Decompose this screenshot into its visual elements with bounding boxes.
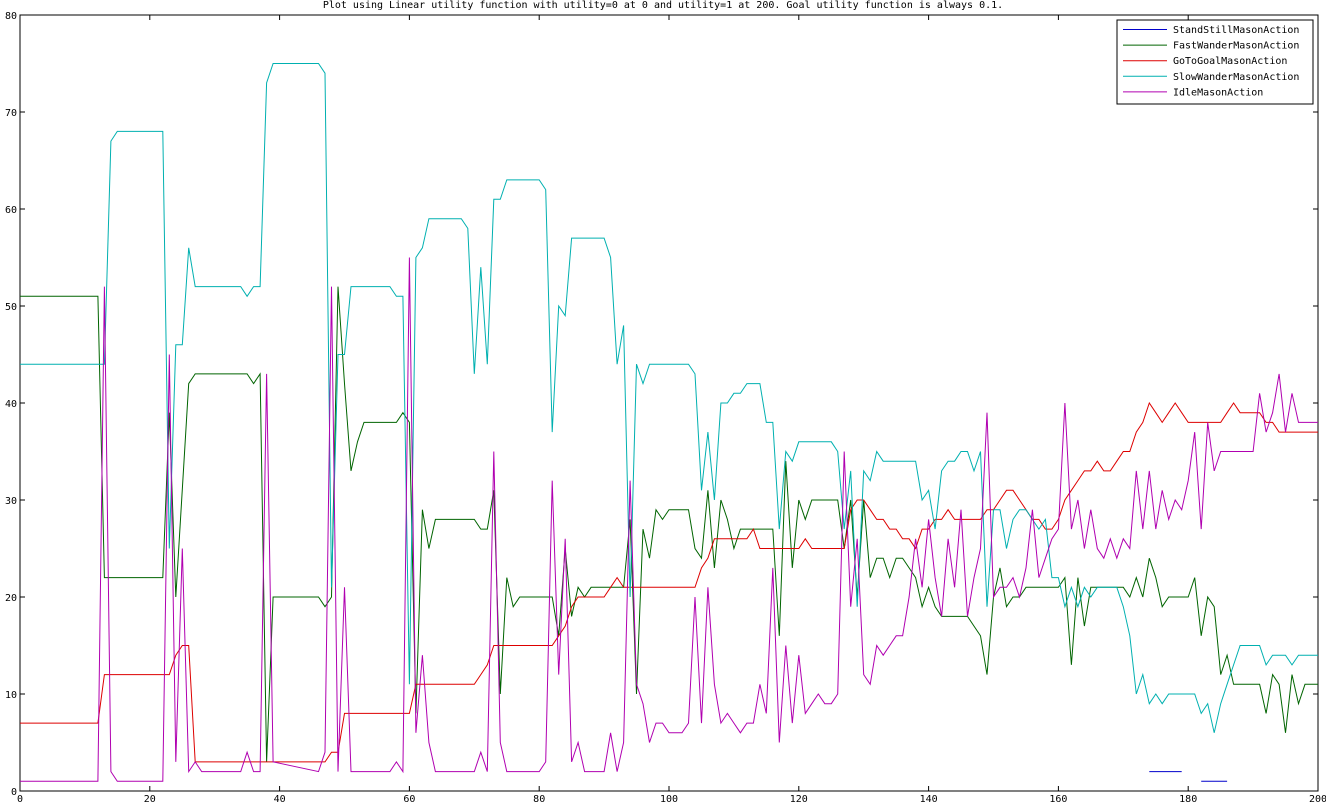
idle-mason-action-line — [20, 257, 1318, 782]
y-tick-label: 50 — [5, 302, 17, 313]
legend-label: GoToGoalMasonAction — [1173, 56, 1287, 67]
x-tick-label: 140 — [920, 794, 938, 804]
legend: StandStillMasonAction FastWanderMasonActi… — [1116, 19, 1314, 105]
legend-label: StandStillMasonAction — [1173, 25, 1299, 36]
series-lines — [20, 63, 1318, 782]
x-tick-label: 180 — [1179, 794, 1197, 804]
y-tick-label: 70 — [5, 108, 17, 119]
x-axis: 0 20 40 60 80 100 120 140 160 180 200 — [17, 15, 1326, 804]
fast-wander-mason-action-line — [20, 286, 1318, 762]
legend-label: SlowWanderMasonAction — [1173, 72, 1299, 83]
x-tick-label: 80 — [533, 794, 545, 804]
legend-label: IdleMasonAction — [1173, 87, 1263, 98]
y-tick-label: 10 — [5, 690, 17, 701]
x-tick-label: 60 — [403, 794, 415, 804]
legend-label: FastWanderMasonAction — [1173, 41, 1299, 52]
x-tick-label: 100 — [660, 794, 678, 804]
legend-box — [1116, 19, 1314, 105]
y-tick-label: 80 — [5, 11, 17, 22]
x-tick-label: 200 — [1309, 794, 1326, 804]
y-tick-label: 60 — [5, 205, 17, 216]
chart-title: Plot using Linear utility function with … — [322, 0, 1004, 11]
y-tick-label: 30 — [5, 496, 17, 507]
y-axis: 0 10 20 30 40 50 60 70 80 — [5, 11, 1318, 798]
x-tick-label: 160 — [1049, 794, 1067, 804]
plot-area — [19, 14, 1319, 792]
x-tick-label: 120 — [790, 794, 808, 804]
y-tick-label: 40 — [5, 399, 17, 410]
y-tick-label: 0 — [11, 787, 17, 798]
x-tick-label: 0 — [17, 794, 23, 804]
x-tick-label: 40 — [274, 794, 286, 804]
y-tick-label: 20 — [5, 593, 17, 604]
slow-wander-mason-action-line — [20, 63, 1318, 733]
x-tick-label: 20 — [144, 794, 156, 804]
